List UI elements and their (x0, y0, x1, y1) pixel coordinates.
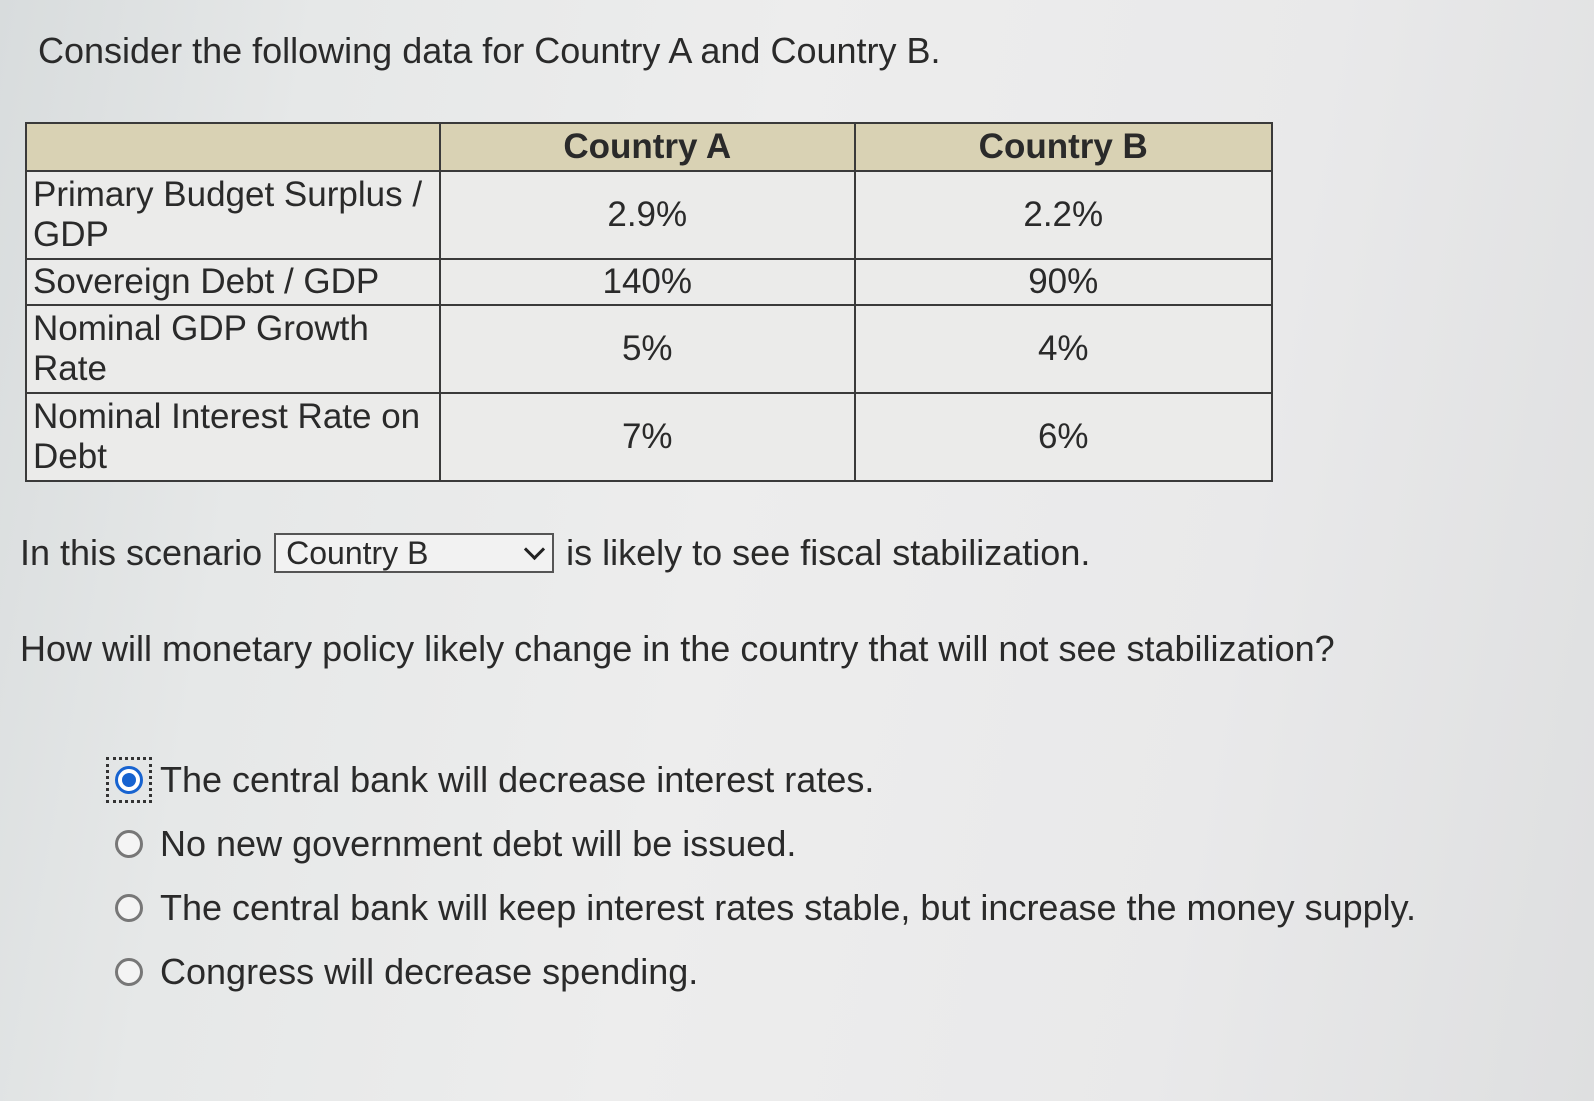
country-select[interactable]: Country B (274, 533, 555, 573)
cell-country-b: 6% (853, 392, 1274, 482)
cell-country-a: 2.9% (439, 170, 856, 260)
table-header-row: Country A Country B (25, 122, 1274, 172)
table-row: Nominal GDP Growth Rate 5% 4% (25, 304, 1274, 394)
answer-option[interactable]: Congress will decrease spending. (106, 940, 1416, 1004)
row-label: Primary Budget Surplus / GDP (25, 170, 441, 260)
chevron-down-icon (524, 538, 546, 560)
cell-country-b: 4% (853, 304, 1274, 394)
data-table: Country A Country B Primary Budget Surpl… (25, 122, 1274, 482)
question-text: How will monetary policy likely change i… (20, 628, 1335, 669)
answer-option[interactable]: No new government debt will be issued. (106, 812, 1416, 876)
cell-country-a: 5% (439, 304, 856, 394)
scenario-sentence: In this scenario Country B is likely to … (20, 532, 1090, 574)
table-row: Primary Budget Surplus / GDP 2.9% 2.2% (25, 170, 1274, 260)
radio-focus-ring (106, 757, 152, 803)
answer-option[interactable]: The central bank will keep interest rate… (106, 876, 1416, 940)
row-label: Nominal GDP Growth Rate (25, 304, 441, 394)
table-header-corner (25, 122, 441, 172)
cell-country-a: 140% (439, 258, 856, 306)
radio-wrap (106, 885, 152, 931)
table-header-country-b: Country B (853, 122, 1274, 172)
cell-country-b: 2.2% (853, 170, 1274, 260)
cell-country-b: 90% (853, 258, 1274, 306)
radio-wrap (106, 949, 152, 995)
radio-wrap (106, 821, 152, 867)
row-label: Nominal Interest Rate on Debt (25, 392, 441, 482)
answer-option-label: The central bank will decrease interest … (160, 759, 875, 800)
radio-selected-icon[interactable] (115, 766, 143, 794)
answer-options: The central bank will decrease interest … (106, 748, 1416, 1004)
country-select-value: Country B (286, 534, 429, 571)
table-row: Sovereign Debt / GDP 140% 90% (25, 258, 1274, 306)
answer-option-label: Congress will decrease spending. (160, 951, 699, 992)
table-row: Nominal Interest Rate on Debt 7% 6% (25, 392, 1274, 482)
answer-option-label: The central bank will keep interest rate… (160, 887, 1416, 928)
scenario-suffix: is likely to see fiscal stabilization. (566, 532, 1091, 573)
row-label: Sovereign Debt / GDP (25, 258, 441, 306)
radio-icon[interactable] (115, 958, 143, 986)
answer-option-label: No new government debt will be issued. (160, 823, 797, 864)
table-header-country-a: Country A (439, 122, 856, 172)
cell-country-a: 7% (439, 392, 856, 482)
scenario-prefix: In this scenario (20, 532, 263, 573)
answer-option[interactable]: The central bank will decrease interest … (106, 748, 1416, 812)
radio-icon[interactable] (115, 894, 143, 922)
radio-icon[interactable] (115, 830, 143, 858)
intro-text: Consider the following data for Country … (38, 30, 941, 71)
